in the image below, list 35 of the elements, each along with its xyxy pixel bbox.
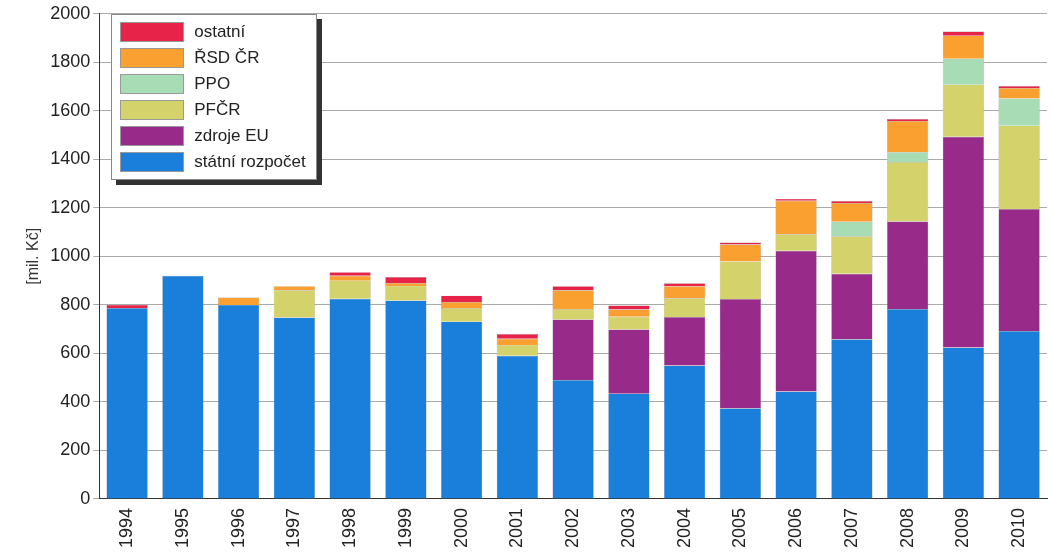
- x-tick-label: 2003: [617, 507, 638, 548]
- x-tick-label: 2010: [1008, 507, 1029, 548]
- legend-label: státní rozpočet: [194, 151, 306, 172]
- y-tick-label: 2000: [50, 2, 91, 23]
- x-tick-label: 2008: [896, 507, 917, 548]
- y-tick-label: 1400: [50, 148, 91, 169]
- x-tick-label: 1999: [394, 507, 415, 548]
- y-tick-label: 400: [60, 390, 91, 411]
- x-tick-label: 1995: [171, 507, 192, 548]
- x-tick-label: 2006: [785, 507, 806, 548]
- y-axis-title: [mil. Kč]: [24, 227, 42, 285]
- x-tick-label: 2007: [840, 507, 861, 548]
- x-tick-label: 1997: [283, 507, 304, 548]
- legend-label: ŘSD ČR: [194, 47, 260, 68]
- x-tick-label: 2001: [506, 507, 527, 548]
- y-tick-label: 1600: [50, 99, 91, 120]
- legend-label: zdroje EU: [194, 125, 269, 146]
- x-tick-label: 2000: [450, 507, 471, 548]
- x-tick-label: 1996: [227, 507, 248, 548]
- x-tick-label: 2004: [673, 507, 694, 548]
- x-tick-label: 1994: [116, 507, 137, 548]
- legend-label: PFČR: [194, 99, 241, 120]
- y-tick-label: 200: [60, 439, 91, 460]
- legend-label: PPO: [194, 73, 231, 94]
- y-tick-label: 0: [80, 487, 91, 508]
- y-tick-label: 600: [60, 342, 91, 363]
- y-tick-label: 1200: [50, 196, 91, 217]
- x-tick-label: 2002: [562, 507, 583, 548]
- y-tick-label: 1000: [50, 245, 91, 266]
- x-tick-label: 2009: [952, 507, 973, 548]
- legend-label: ostatní: [194, 21, 246, 42]
- x-tick-label: 2005: [729, 507, 750, 548]
- y-tick-label: 800: [60, 293, 91, 314]
- y-tick-label: 1800: [50, 51, 91, 72]
- x-tick-label: 1998: [339, 507, 360, 548]
